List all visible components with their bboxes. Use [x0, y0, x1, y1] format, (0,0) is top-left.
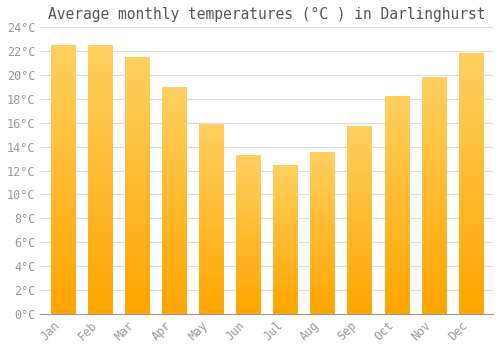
Bar	[348, 126, 372, 314]
Bar	[162, 87, 186, 314]
Bar	[88, 45, 112, 314]
Bar	[199, 124, 223, 314]
Bar	[124, 57, 149, 314]
Title: Average monthly temperatures (°C ) in Darlinghurst: Average monthly temperatures (°C ) in Da…	[48, 7, 486, 22]
Bar	[310, 153, 334, 314]
Bar	[384, 97, 408, 314]
Bar	[50, 45, 74, 314]
Bar	[458, 54, 483, 314]
Bar	[236, 155, 260, 314]
Bar	[273, 166, 297, 314]
Bar	[422, 77, 446, 314]
